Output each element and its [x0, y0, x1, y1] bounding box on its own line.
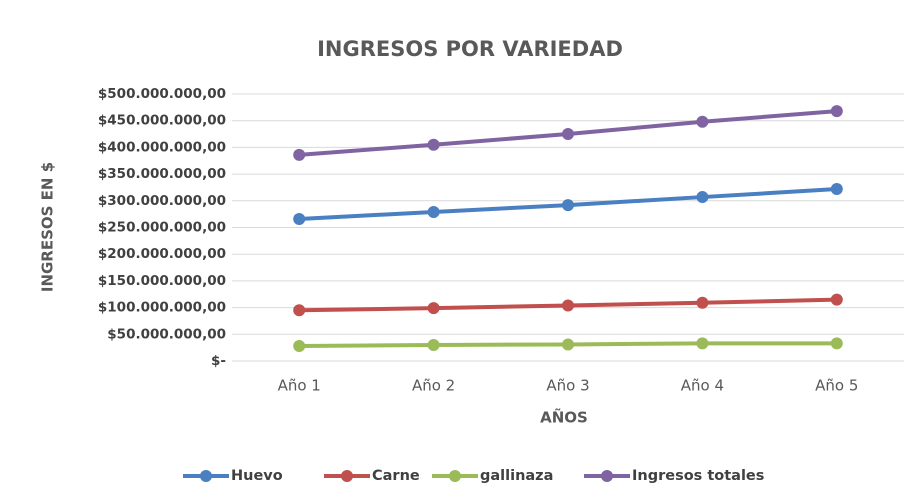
- data-point: [562, 199, 574, 212]
- legend-label: Carne: [372, 468, 420, 484]
- y-tick-label: $400.000.000,00: [98, 139, 226, 155]
- y-tick-label: $200.000.000,00: [98, 246, 226, 262]
- y-tick-label: $450.000.000,00: [98, 113, 226, 129]
- data-point: [830, 293, 843, 306]
- legend-marker: [449, 470, 461, 482]
- data-point: [830, 337, 843, 350]
- data-point: [293, 304, 306, 317]
- legend-marker: [341, 470, 353, 482]
- y-axis-label: INGRESOS EN $: [39, 162, 57, 292]
- legend-label: Ingresos totales: [632, 468, 764, 484]
- data-point: [562, 299, 574, 312]
- y-tick-label: $500.000.000,00: [98, 86, 226, 102]
- y-tick-label: $300.000.000,00: [98, 193, 226, 209]
- chart-title: INGRESOS POR VARIEDAD: [317, 37, 623, 61]
- y-tick-label: $100.000.000,00: [98, 300, 226, 316]
- data-point: [427, 206, 440, 219]
- x-axis-label: AÑOS: [540, 408, 588, 427]
- data-point: [427, 302, 440, 315]
- data-point: [562, 128, 574, 141]
- data-point: [830, 183, 843, 196]
- data-point: [293, 148, 306, 161]
- x-tick-label: Año 1: [278, 377, 321, 395]
- data-point: [696, 191, 709, 204]
- x-tick-label: Año 3: [546, 377, 589, 395]
- y-tick-label: $150.000.000,00: [98, 273, 226, 289]
- y-tick-label: $250.000.000,00: [98, 220, 226, 236]
- legend-marker: [200, 470, 212, 482]
- data-point: [696, 115, 709, 128]
- x-tick-label: Año 4: [681, 377, 724, 395]
- y-tick-label: $50.000.000,00: [107, 326, 226, 342]
- data-point: [293, 212, 306, 225]
- legend-marker: [601, 470, 613, 482]
- legend-label: Huevo: [231, 468, 283, 484]
- data-point: [696, 337, 709, 350]
- x-tick-label: Año 2: [412, 377, 455, 395]
- data-point: [293, 340, 306, 353]
- y-tick-label: $350.000.000,00: [98, 166, 226, 182]
- data-point: [427, 138, 440, 151]
- data-point: [562, 338, 574, 351]
- data-point: [427, 338, 440, 351]
- data-point: [830, 105, 843, 118]
- legend-label: gallinaza: [480, 468, 553, 484]
- data-point: [696, 296, 709, 309]
- y-tick-label: $-: [211, 353, 226, 369]
- x-tick-label: Año 5: [815, 377, 858, 395]
